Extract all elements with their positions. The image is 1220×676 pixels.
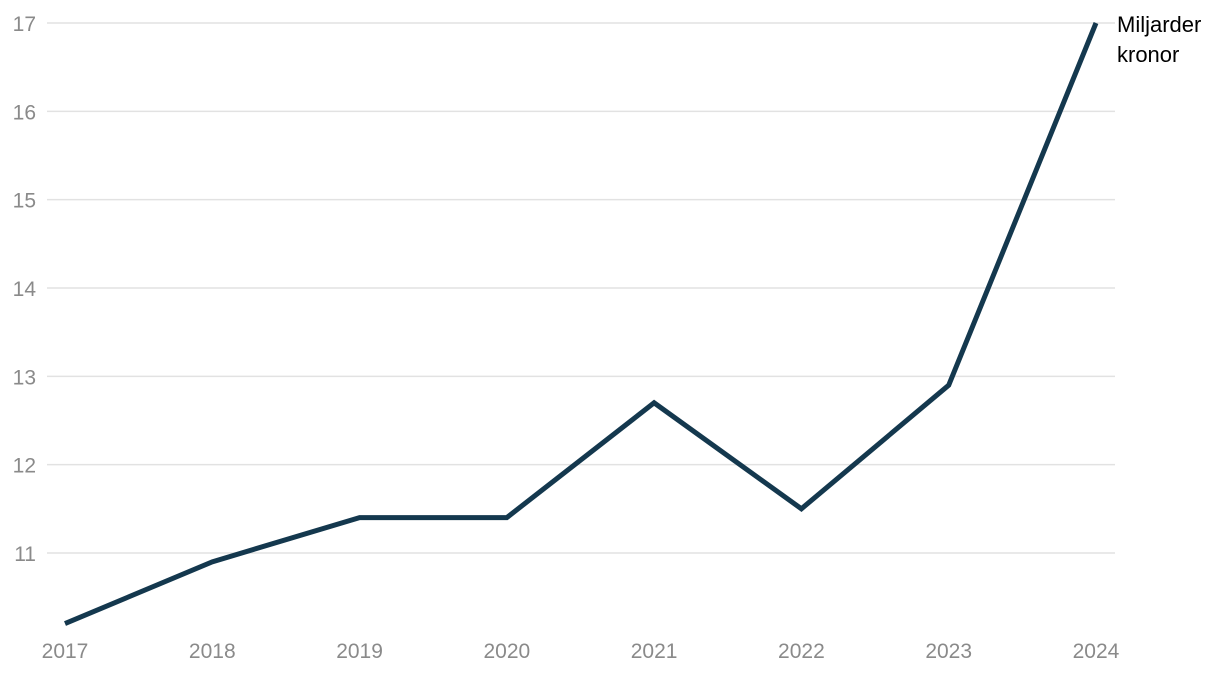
y-tick-label: 17: [13, 13, 36, 36]
x-tick-label: 2018: [189, 640, 236, 663]
y-tick-label: 12: [13, 455, 36, 478]
y-tick-label: 13: [13, 366, 36, 389]
y-tick-label: 15: [13, 190, 36, 213]
data-line-series: [64, 22, 1099, 626]
x-tick-label: 2017: [42, 640, 89, 663]
x-tick-label: 2023: [925, 640, 972, 663]
y-tick-label: 11: [14, 543, 36, 566]
y-tick-label: 14: [13, 278, 37, 301]
x-tick-label: 2019: [336, 640, 383, 663]
x-tick-label: 2021: [631, 640, 678, 663]
x-tick-label: 2022: [778, 640, 825, 663]
y-tick-label: 16: [13, 101, 36, 124]
x-tick-label: 2024: [1073, 640, 1120, 663]
unit-annotation: Miljarder kronor: [1117, 12, 1202, 67]
x-tick-label: 2020: [483, 640, 530, 663]
